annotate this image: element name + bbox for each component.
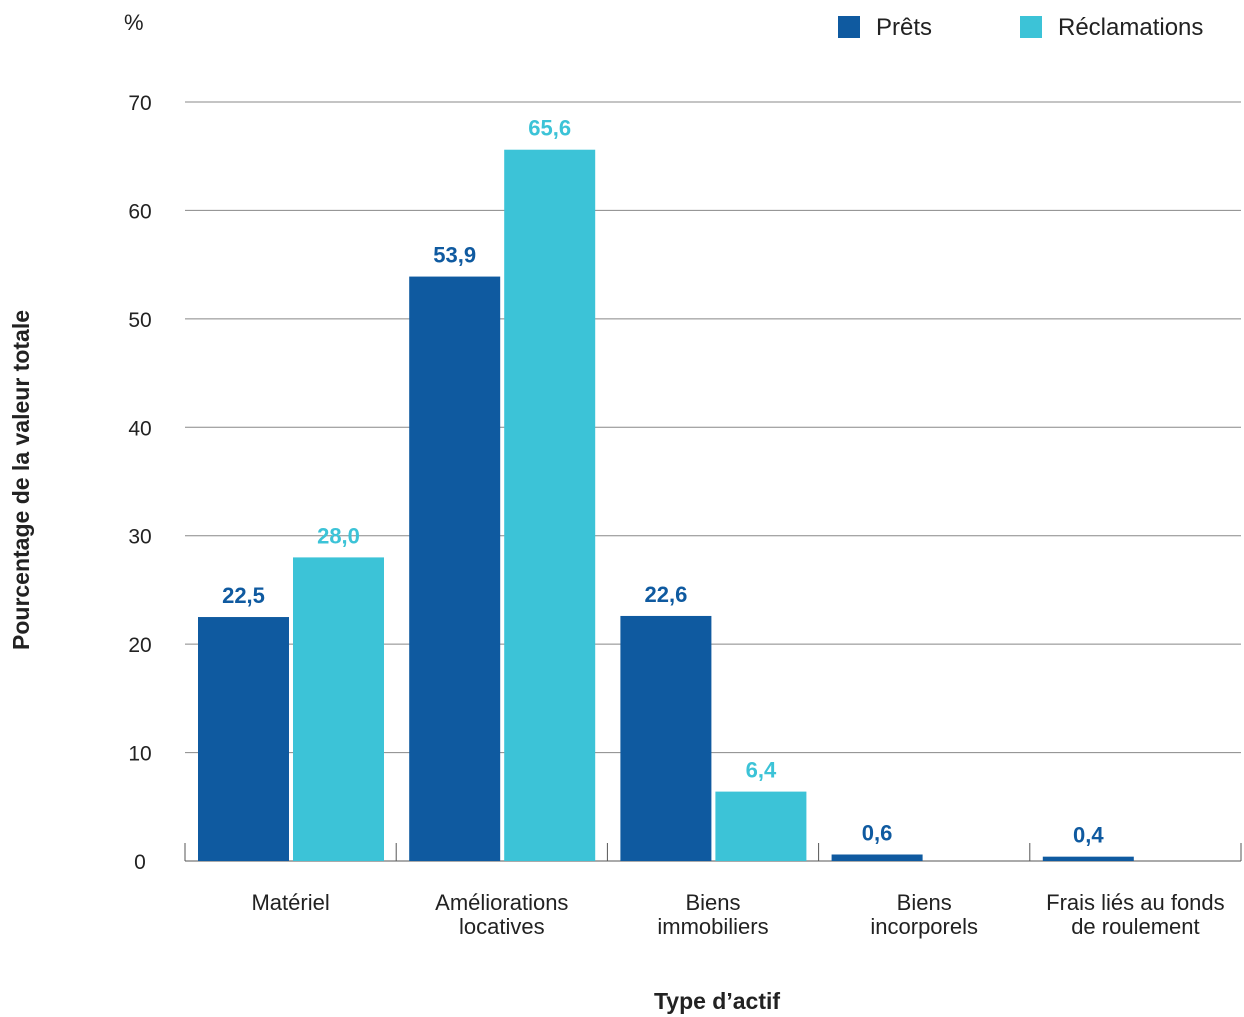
legend-swatch xyxy=(1020,16,1042,38)
y-unit-label: % xyxy=(124,10,144,35)
x-category-label: Améliorations locatives xyxy=(435,890,568,939)
x-category-label: Biens immobiliers xyxy=(657,890,768,939)
data-label: 0,6 xyxy=(862,820,893,845)
data-label: 0,4 xyxy=(1073,823,1104,848)
bars: 22,5 53,9 22,6 0,6 0,4 28,0 65,6 6,4 xyxy=(198,116,1134,862)
y-tick-label: 0 xyxy=(134,851,146,874)
x-category-label-line: locatives xyxy=(459,914,545,939)
bar-prets xyxy=(831,854,923,861)
data-label: 22,6 xyxy=(644,582,687,607)
legend: Prêts Réclamations xyxy=(838,14,1203,41)
data-label: 22,5 xyxy=(222,583,265,608)
x-category-label: Biens incorporels xyxy=(870,890,978,939)
bar-prets xyxy=(409,276,501,861)
x-category-label-line: Biens xyxy=(897,890,952,915)
y-tick-label: 20 xyxy=(128,634,151,657)
x-category-label-line: Frais liés au fonds xyxy=(1046,890,1225,915)
data-label: 53,9 xyxy=(433,243,476,268)
y-tick-label: 70 xyxy=(128,92,151,115)
y-tick-label: 50 xyxy=(128,309,151,332)
x-axis-title: Type d’actif xyxy=(654,988,780,1014)
bar-reclamations xyxy=(715,791,807,861)
y-tick-label: 10 xyxy=(128,743,151,766)
x-category-label: Matériel xyxy=(251,890,329,915)
data-label: 65,6 xyxy=(528,116,571,141)
x-category-label-line: Matériel xyxy=(251,890,329,915)
x-category-label-line: Améliorations xyxy=(435,890,568,915)
y-axis-ticks: 0 10 20 30 40 50 60 70 xyxy=(128,92,151,874)
x-category-label-line: immobiliers xyxy=(657,914,768,939)
bar-prets xyxy=(1042,856,1134,861)
legend-label: Prêts xyxy=(876,14,932,41)
data-label: 28,0 xyxy=(317,523,360,548)
x-category-label-line: incorporels xyxy=(870,914,978,939)
bar-prets xyxy=(620,615,712,861)
bar-reclamations xyxy=(504,149,596,862)
bar-reclamations xyxy=(293,557,384,861)
data-label: 6,4 xyxy=(746,758,777,783)
legend-label: Réclamations xyxy=(1058,14,1203,41)
x-category-label: Frais liés au fonds de roulement xyxy=(1046,890,1225,939)
y-tick-label: 40 xyxy=(128,417,151,440)
x-category-label-line: de roulement xyxy=(1071,914,1199,939)
y-tick-label: 30 xyxy=(128,526,151,549)
bar-prets xyxy=(198,617,289,861)
legend-swatch xyxy=(838,16,860,38)
y-axis-title: Pourcentage de la valeur totale xyxy=(8,310,34,650)
y-tick-label: 60 xyxy=(128,200,151,223)
x-category-label-line: Biens xyxy=(685,890,740,915)
